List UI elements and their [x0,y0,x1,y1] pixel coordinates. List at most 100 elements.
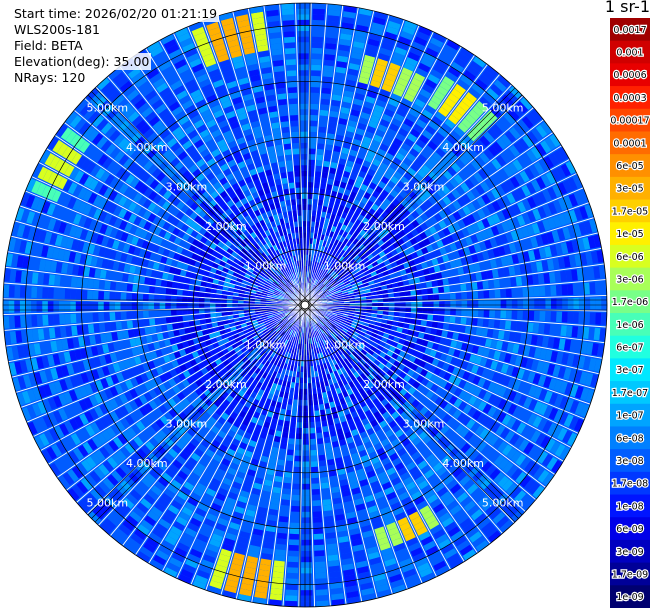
ppi-cell [246,426,254,435]
ppi-cell [314,330,318,337]
ppi-cell [293,472,301,479]
ppi-cell [342,328,348,333]
ppi-cell [255,354,262,361]
ppi-cell [336,254,342,261]
ppi-cell [421,288,428,295]
ppi-cell [582,237,591,250]
ppi-cell [412,381,421,389]
ppi-cell [298,64,309,71]
ppi-cell [286,381,291,388]
ppi-cell [92,290,99,300]
ppi-cell [475,425,485,436]
ppi-cell [523,345,531,356]
ppi-cell [291,348,295,354]
ppi-cell [479,357,488,367]
ppi-cell [559,396,569,409]
ppi-cell [126,293,132,301]
ppi-cell [574,418,584,432]
ppi-cell [343,294,349,298]
ppi-cell [370,271,377,277]
ppi-cell [298,53,309,59]
ppi-cell [567,298,574,309]
ppi-cell [379,407,387,415]
ppi-cell [552,184,563,198]
ppi-cell [493,279,500,288]
ppi-cell [388,98,399,108]
ppi-cell [525,358,534,370]
ppi-cell [390,57,403,67]
ppi-cell [179,436,189,446]
ppi-cell [439,247,447,255]
ppi-cell [302,472,310,479]
ppi-cell [498,168,509,180]
ppi-cell [311,331,315,338]
ppi-cell [372,303,378,307]
ppi-cell [336,428,344,436]
ppi-cell [47,314,55,326]
ppi-cell [356,345,363,352]
ppi-cell [374,526,386,535]
ppi-cell [459,325,466,333]
ppi-cell [278,367,283,374]
ppi-cell [165,310,172,316]
ppi-cell [397,406,406,415]
ppi-cell [411,349,419,357]
ppi-cell [453,324,461,332]
ppi-cell [425,47,439,58]
ppi-cell [475,327,483,336]
ppi-cell [306,226,311,233]
ppi-cell [436,256,444,264]
ppi-cell [312,343,316,349]
ppi-cell [160,317,167,324]
ppi-cell [308,327,311,333]
ppi-cell [48,274,56,286]
ppi-cell [316,148,324,156]
ppi-cell [353,371,360,379]
ppi-cell [330,587,343,595]
ppi-cell [274,475,283,483]
ppi-cell [323,363,328,370]
ppi-cell [419,567,433,578]
ppi-cell [500,520,513,533]
ppi-cell [433,294,440,301]
ppi-cell [310,326,313,333]
ppi-cell [322,278,327,284]
ppi-cell [406,273,414,279]
ppi-cell [258,356,265,363]
ppi-cell [360,349,368,356]
ppi-cell [285,595,298,602]
ppi-cell [343,335,350,341]
ppi-cell [486,215,496,226]
ppi-cell [530,236,539,248]
ppi-cell [346,362,353,369]
ppi-cell [345,131,354,139]
ppi-cell [389,211,398,220]
ppi-cell [418,241,426,249]
ppi-cell [250,434,259,443]
ppi-cell [389,345,396,352]
ppi-cell [343,5,357,13]
ppi-cell [499,116,512,129]
ppi-cell [351,351,358,358]
ppi-cell [319,257,324,264]
ppi-cell [288,347,293,354]
ppi-cell [292,336,296,343]
ppi-cell [276,384,282,391]
ppi-cell [296,422,302,428]
ppi-cell [339,439,347,446]
ppi-cell [447,203,457,213]
ppi-cell [542,204,552,217]
ppi-cell [177,322,184,329]
ppi-cell [363,362,370,370]
ppi-cell [483,309,490,318]
ppi-cell [309,131,317,138]
ppi-cell [121,283,128,291]
ppi-cell [319,334,324,341]
ppi-cell [140,498,152,510]
ppi-cell [346,400,354,408]
ppi-cell [155,523,168,534]
ppi-cell [400,410,409,419]
ppi-cell [421,314,428,320]
ppi-cell [481,461,493,473]
ppi-cell [212,569,226,579]
